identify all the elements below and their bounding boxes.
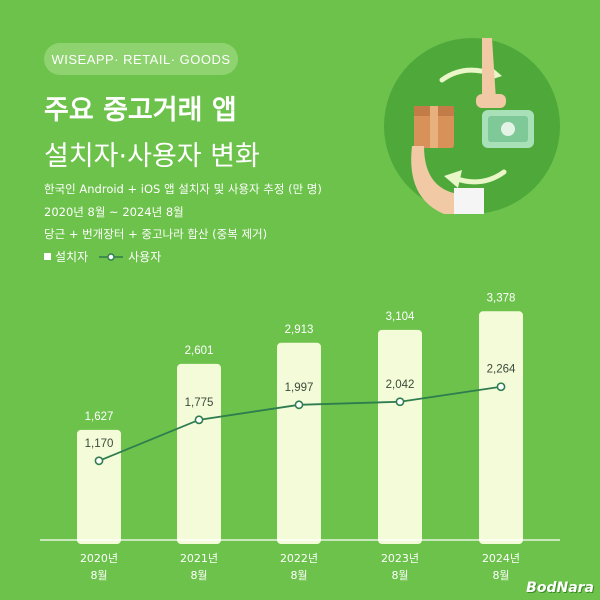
line-point-users <box>294 400 304 410</box>
page-subtitle: 설치자·사용자 변화 <box>44 141 260 172</box>
bar-installers <box>479 311 523 544</box>
line-value-label: 1,997 <box>285 382 314 394</box>
bar-value-label: 2,913 <box>285 324 314 336</box>
source-badge: WISEAPP· RETAIL· GOODS <box>44 43 238 75</box>
line-value-label: 1,170 <box>85 438 114 450</box>
x-tick-label-year: 2022년 <box>280 552 318 565</box>
line-value-label: 2,264 <box>487 364 516 376</box>
bar-installers <box>378 329 422 544</box>
bar-value-label: 1,627 <box>85 411 114 423</box>
legend-installers: 설치자 <box>44 248 88 265</box>
x-tick-label-month: 8월 <box>190 569 207 582</box>
legend-installers-label: 설치자 <box>55 250 89 264</box>
x-tick-label-month: 8월 <box>90 569 107 582</box>
deco-circle <box>384 38 560 214</box>
legend: 설치자 사용자 <box>44 248 161 265</box>
watermark-logo: BodNara <box>526 580 594 596</box>
legend-users: 사용자 <box>98 248 161 265</box>
line-point-users <box>496 382 506 392</box>
x-tick-label-month: 8월 <box>492 569 509 582</box>
bar-installers <box>177 363 221 544</box>
hands-exchange-illustration <box>384 38 560 214</box>
line-value-label: 1,775 <box>185 397 214 409</box>
line-point-users <box>395 397 405 407</box>
line-point-users <box>94 456 104 466</box>
bar-installers <box>277 342 321 544</box>
legend-users-label: 사용자 <box>128 250 162 264</box>
bar-installers <box>77 429 121 544</box>
square-icon <box>44 253 51 260</box>
x-tick-label-month: 8월 <box>290 569 307 582</box>
line-marker-icon <box>99 252 124 261</box>
x-tick-label-year: 2020년 <box>80 552 118 565</box>
bar-value-label: 3,104 <box>386 311 415 323</box>
page-title: 주요 중고거래 앱 <box>44 95 237 126</box>
date-range: 2020년 8월 ~ 2024년 8월 <box>44 205 184 219</box>
bar-value-label: 3,378 <box>487 292 516 304</box>
line-value-label: 2,042 <box>386 379 415 391</box>
data-description: 한국인 Android + iOS 앱 설치자 및 사용자 추정 (만 명) <box>44 182 322 196</box>
hand-top-icon <box>482 38 496 104</box>
x-tick-label-year: 2023년 <box>381 552 419 565</box>
apps-note: 당근 + 번개장터 + 중고나라 합산 (중복 제거) <box>44 227 268 241</box>
x-tick-label-year: 2021년 <box>180 552 218 565</box>
bar-value-label: 2,601 <box>185 345 214 357</box>
x-tick-label-month: 8월 <box>391 569 408 582</box>
line-point-users <box>194 415 204 425</box>
x-tick-label-year: 2024년 <box>482 552 520 565</box>
